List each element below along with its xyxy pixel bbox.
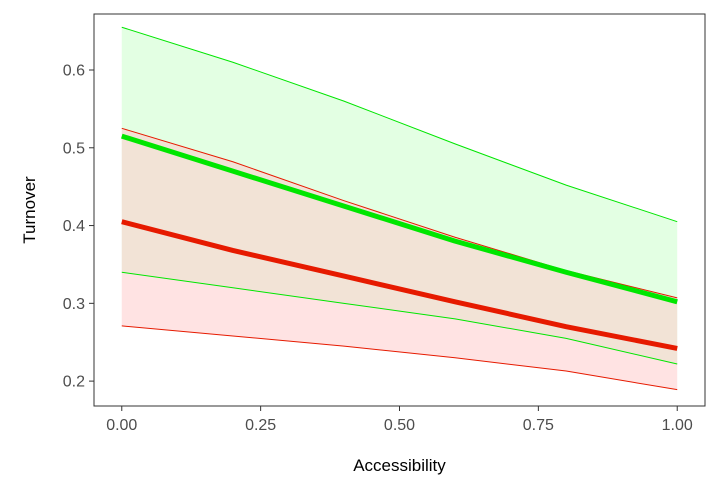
x-axis-ticks: 0.00 0.25 0.50 0.75 1.00 [106,406,693,434]
x-tick-label: 0.00 [106,417,137,434]
series-lines [121,133,678,351]
y-tick-label: 0.4 [63,218,85,235]
y-tick-label: 0.6 [63,63,85,80]
lower-bound-line-1 [121,271,678,365]
y-tick-label: 0.2 [63,374,85,391]
x-tick-label: 0.50 [384,417,415,434]
x-tick-label: 0.25 [245,417,276,434]
lower-bound-line-2 [121,325,678,391]
y-tick-label: 0.5 [63,140,85,157]
x-tick-label: 0.75 [523,417,554,434]
confidence-ribbon-2 [121,128,678,390]
x-tick-label: 1.00 [662,417,693,434]
upper-bound-line-1 [121,26,678,223]
y-axis-title: Turnover [20,176,39,244]
x-axis-title: Accessibility [353,456,446,475]
y-axis-ticks: 0.2 0.3 0.4 0.5 0.6 [63,63,94,391]
y-tick-label: 0.3 [63,296,85,313]
series-line-2 [121,219,678,351]
series-line-1 [121,133,678,305]
confidence-ribbons [121,27,678,390]
